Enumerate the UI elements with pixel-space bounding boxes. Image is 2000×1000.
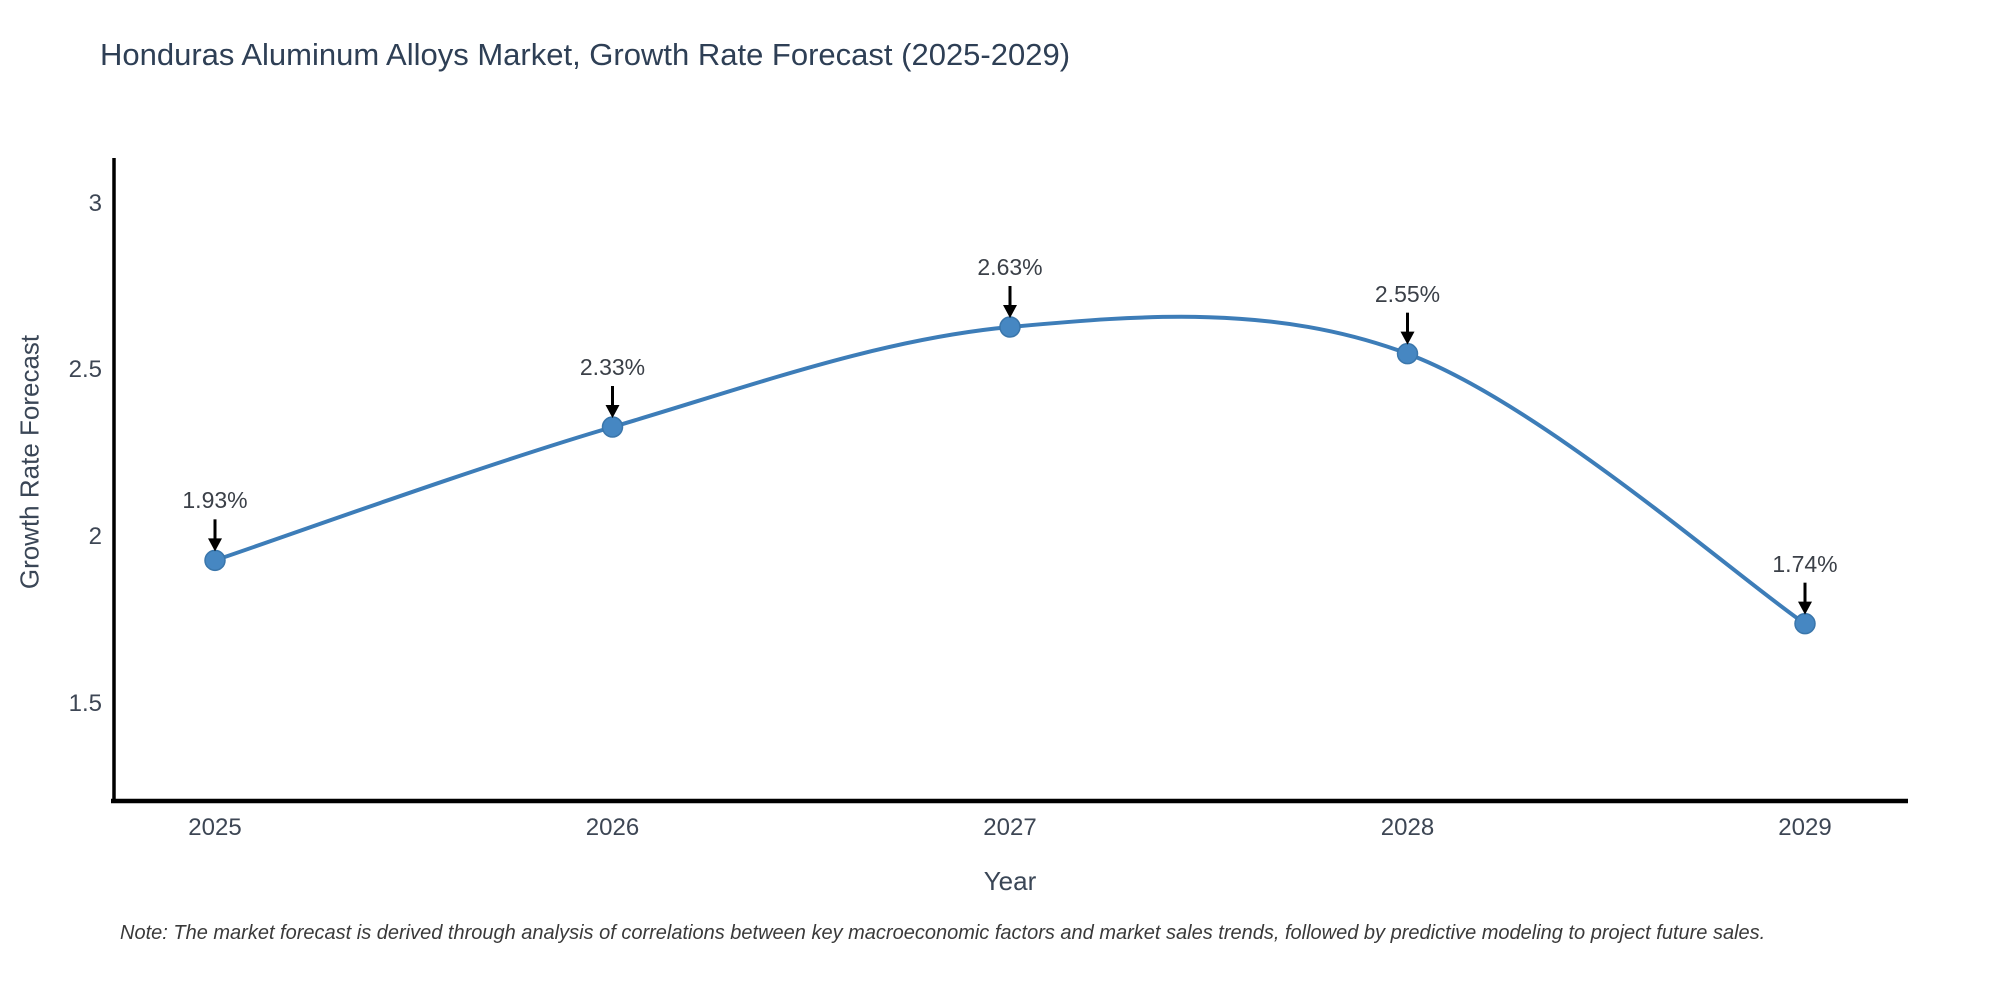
data-point-marker — [1794, 612, 1816, 635]
data-point-marker — [1396, 342, 1419, 365]
annotation-arrow-head — [208, 538, 222, 552]
annotation-arrow-head — [1400, 331, 1415, 345]
data-point-marker — [204, 549, 226, 572]
annotation-arrow-head — [605, 405, 620, 419]
forecast-line — [213, 314, 1807, 626]
annotation-arrow-head — [1003, 305, 1017, 319]
data-point-marker — [999, 316, 1021, 338]
data-point-marker — [601, 416, 624, 438]
chart-title: Honduras Aluminum Alloys Market, Growth … — [100, 37, 1071, 72]
footnote: Note: The market forecast is derived thr… — [120, 922, 1766, 944]
annotation-arrow-head — [1798, 601, 1812, 615]
x-axis-label: Year — [983, 866, 1037, 896]
